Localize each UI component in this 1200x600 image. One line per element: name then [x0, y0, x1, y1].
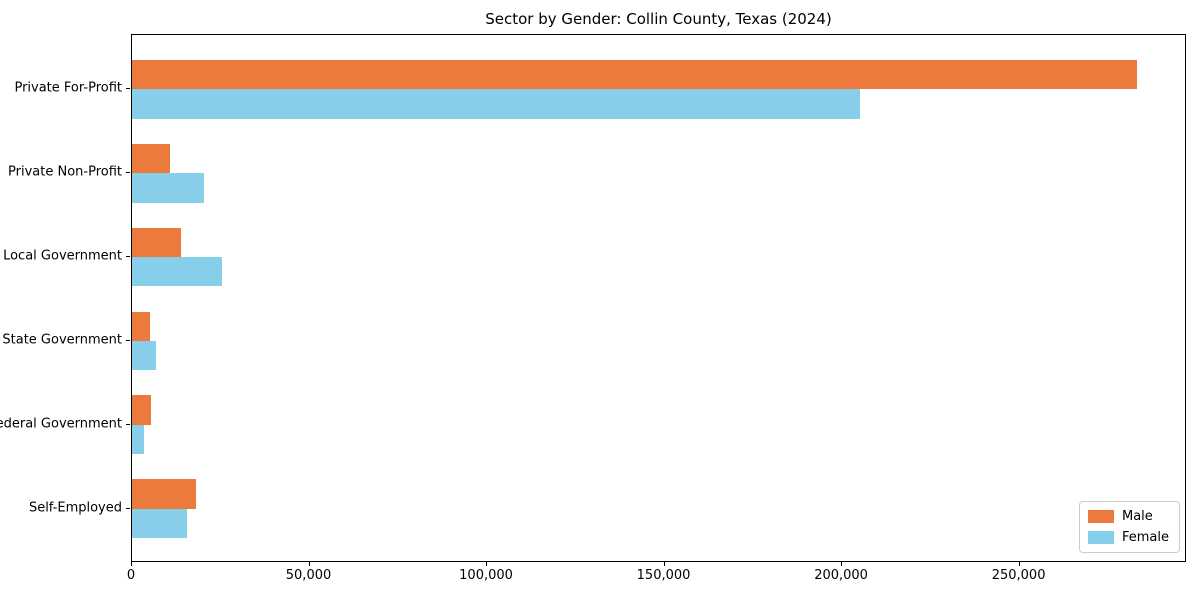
x-axis-tick-label-100000: 100,000: [459, 568, 513, 583]
x-axis-tick-mark: [131, 562, 132, 566]
x-axis-tick-mark: [663, 562, 665, 566]
y-axis-tick-mark: [126, 256, 130, 258]
y-axis-tick-mark: [126, 339, 130, 341]
female-bar-local-government: [132, 257, 223, 287]
y-axis-tick-mark: [126, 507, 130, 509]
female-bar-private-non-profit: [132, 173, 205, 203]
legend-swatch-male: [1087, 510, 1114, 523]
y-axis-category-label-private-non-profit: Private Non-Profit: [8, 164, 122, 180]
male-bar-private-for-profit: [132, 60, 1137, 90]
female-bar-self-employed: [132, 508, 188, 538]
x-axis-tick-label-50000: 50,000: [285, 568, 332, 583]
y-axis-tick-mark: [126, 172, 130, 174]
female-bar-federal-government: [132, 424, 145, 455]
legend-swatch-female: [1087, 531, 1114, 544]
x-axis-tick-label-250000: 250,000: [991, 568, 1046, 583]
male-bar-state-government: [132, 311, 151, 341]
x-axis-tick-mark: [1018, 562, 1020, 566]
legend-label-female: Female: [1121, 530, 1169, 545]
x-axis-tick-label-0: 0: [126, 568, 136, 583]
y-axis-category-label-self-employed: Self-Employed: [28, 500, 122, 516]
female-bar-private-for-profit: [132, 89, 860, 119]
legend-label-male: Male: [1121, 509, 1153, 524]
male-bar-private-non-profit: [132, 143, 170, 174]
y-axis-category-label-private-for-profit: Private For-Profit: [14, 80, 122, 96]
x-axis-tick-mark: [486, 562, 488, 566]
chart-title: Sector by Gender: Collin County, Texas (…: [485, 10, 832, 28]
legend-item-female: Female: [1087, 530, 1169, 545]
female-bar-state-government: [132, 340, 157, 371]
male-bar-local-government: [132, 227, 181, 258]
male-bar-self-employed: [132, 479, 196, 509]
y-axis-category-label-federal-government: Federal Government: [0, 416, 122, 432]
legend: Male Female: [1078, 501, 1180, 553]
x-axis-tick-label-200000: 200,000: [814, 568, 868, 583]
male-bar-federal-government: [132, 395, 152, 425]
y-axis-category-label-state-government: State Government: [2, 332, 122, 348]
y-axis-category-label-local-government: Local Government: [3, 248, 122, 264]
x-axis-tick-mark: [841, 562, 843, 566]
legend-item-male: Male: [1087, 509, 1169, 524]
y-axis-tick-mark: [126, 88, 130, 90]
x-axis-tick-label-150000: 150,000: [636, 568, 691, 583]
plot-area: [131, 34, 1186, 562]
y-axis-tick-mark: [126, 423, 130, 425]
x-axis-tick-mark: [308, 562, 310, 566]
